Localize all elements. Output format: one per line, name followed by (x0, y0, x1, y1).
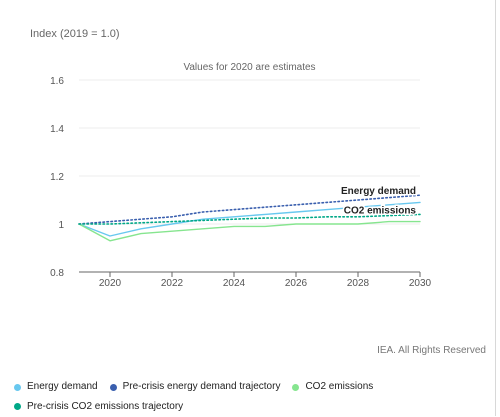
x-tick-label: 2030 (409, 278, 432, 289)
legend-dot-icon (109, 383, 117, 391)
y-tick-label: 0.8 (50, 268, 64, 279)
line-label: CO2 emissions (344, 205, 417, 216)
panel-border (495, 0, 496, 416)
legend-dot-icon (14, 383, 21, 391)
x-tick-label: 2024 (223, 278, 246, 289)
x-tick-label: 2026 (285, 278, 308, 289)
chart-legend: Energy demand Pre-crisis energy demand tr… (14, 378, 484, 417)
legend-dot-icon (292, 383, 300, 391)
series-line-pre-crisis-co2-emissions-trajectory (78, 213, 421, 225)
x-tick-label: 2022 (161, 278, 184, 289)
legend-label: CO2 emissions (305, 381, 374, 392)
legend-label: Pre-crisis energy demand trajectory (122, 381, 281, 392)
y-tick-label: 1.4 (50, 124, 64, 135)
x-tick-label: 2028 (347, 278, 370, 289)
series-line-pre-crisis-energy-demand-trajectory (78, 194, 421, 225)
line-label: Energy demand (341, 186, 416, 197)
y-tick-label: 1.2 (50, 172, 64, 183)
legend-label: Energy demand (27, 381, 98, 392)
y-tick-label: 1 (58, 220, 64, 231)
legend-item-co2-emissions[interactable]: CO2 emissions (292, 378, 373, 396)
series-line-energy-demand (78, 201, 421, 237)
legend-item-pre-crisis-co2-emissions-trajectory[interactable]: Pre-crisis CO2 emissions trajectory (14, 398, 183, 416)
x-tick-label: 2020 (99, 278, 122, 289)
y-tick-label: 1.6 (50, 76, 64, 87)
legend-item-pre-crisis-energy-demand-trajectory[interactable]: Pre-crisis energy demand trajectory (109, 378, 281, 396)
series-line-co2-emissions (78, 220, 421, 242)
chart-annotation: Values for 2020 are estimates (183, 62, 315, 73)
legend-dot-icon (14, 403, 21, 410)
legend-label: Pre-crisis CO2 emissions trajectory (27, 400, 184, 412)
credit-text: IEA. All Rights Reserved (377, 345, 486, 356)
legend-item-energy-demand[interactable]: Energy demand (14, 378, 98, 396)
y-axis-label: Index (2019 = 1.0) (30, 28, 120, 40)
